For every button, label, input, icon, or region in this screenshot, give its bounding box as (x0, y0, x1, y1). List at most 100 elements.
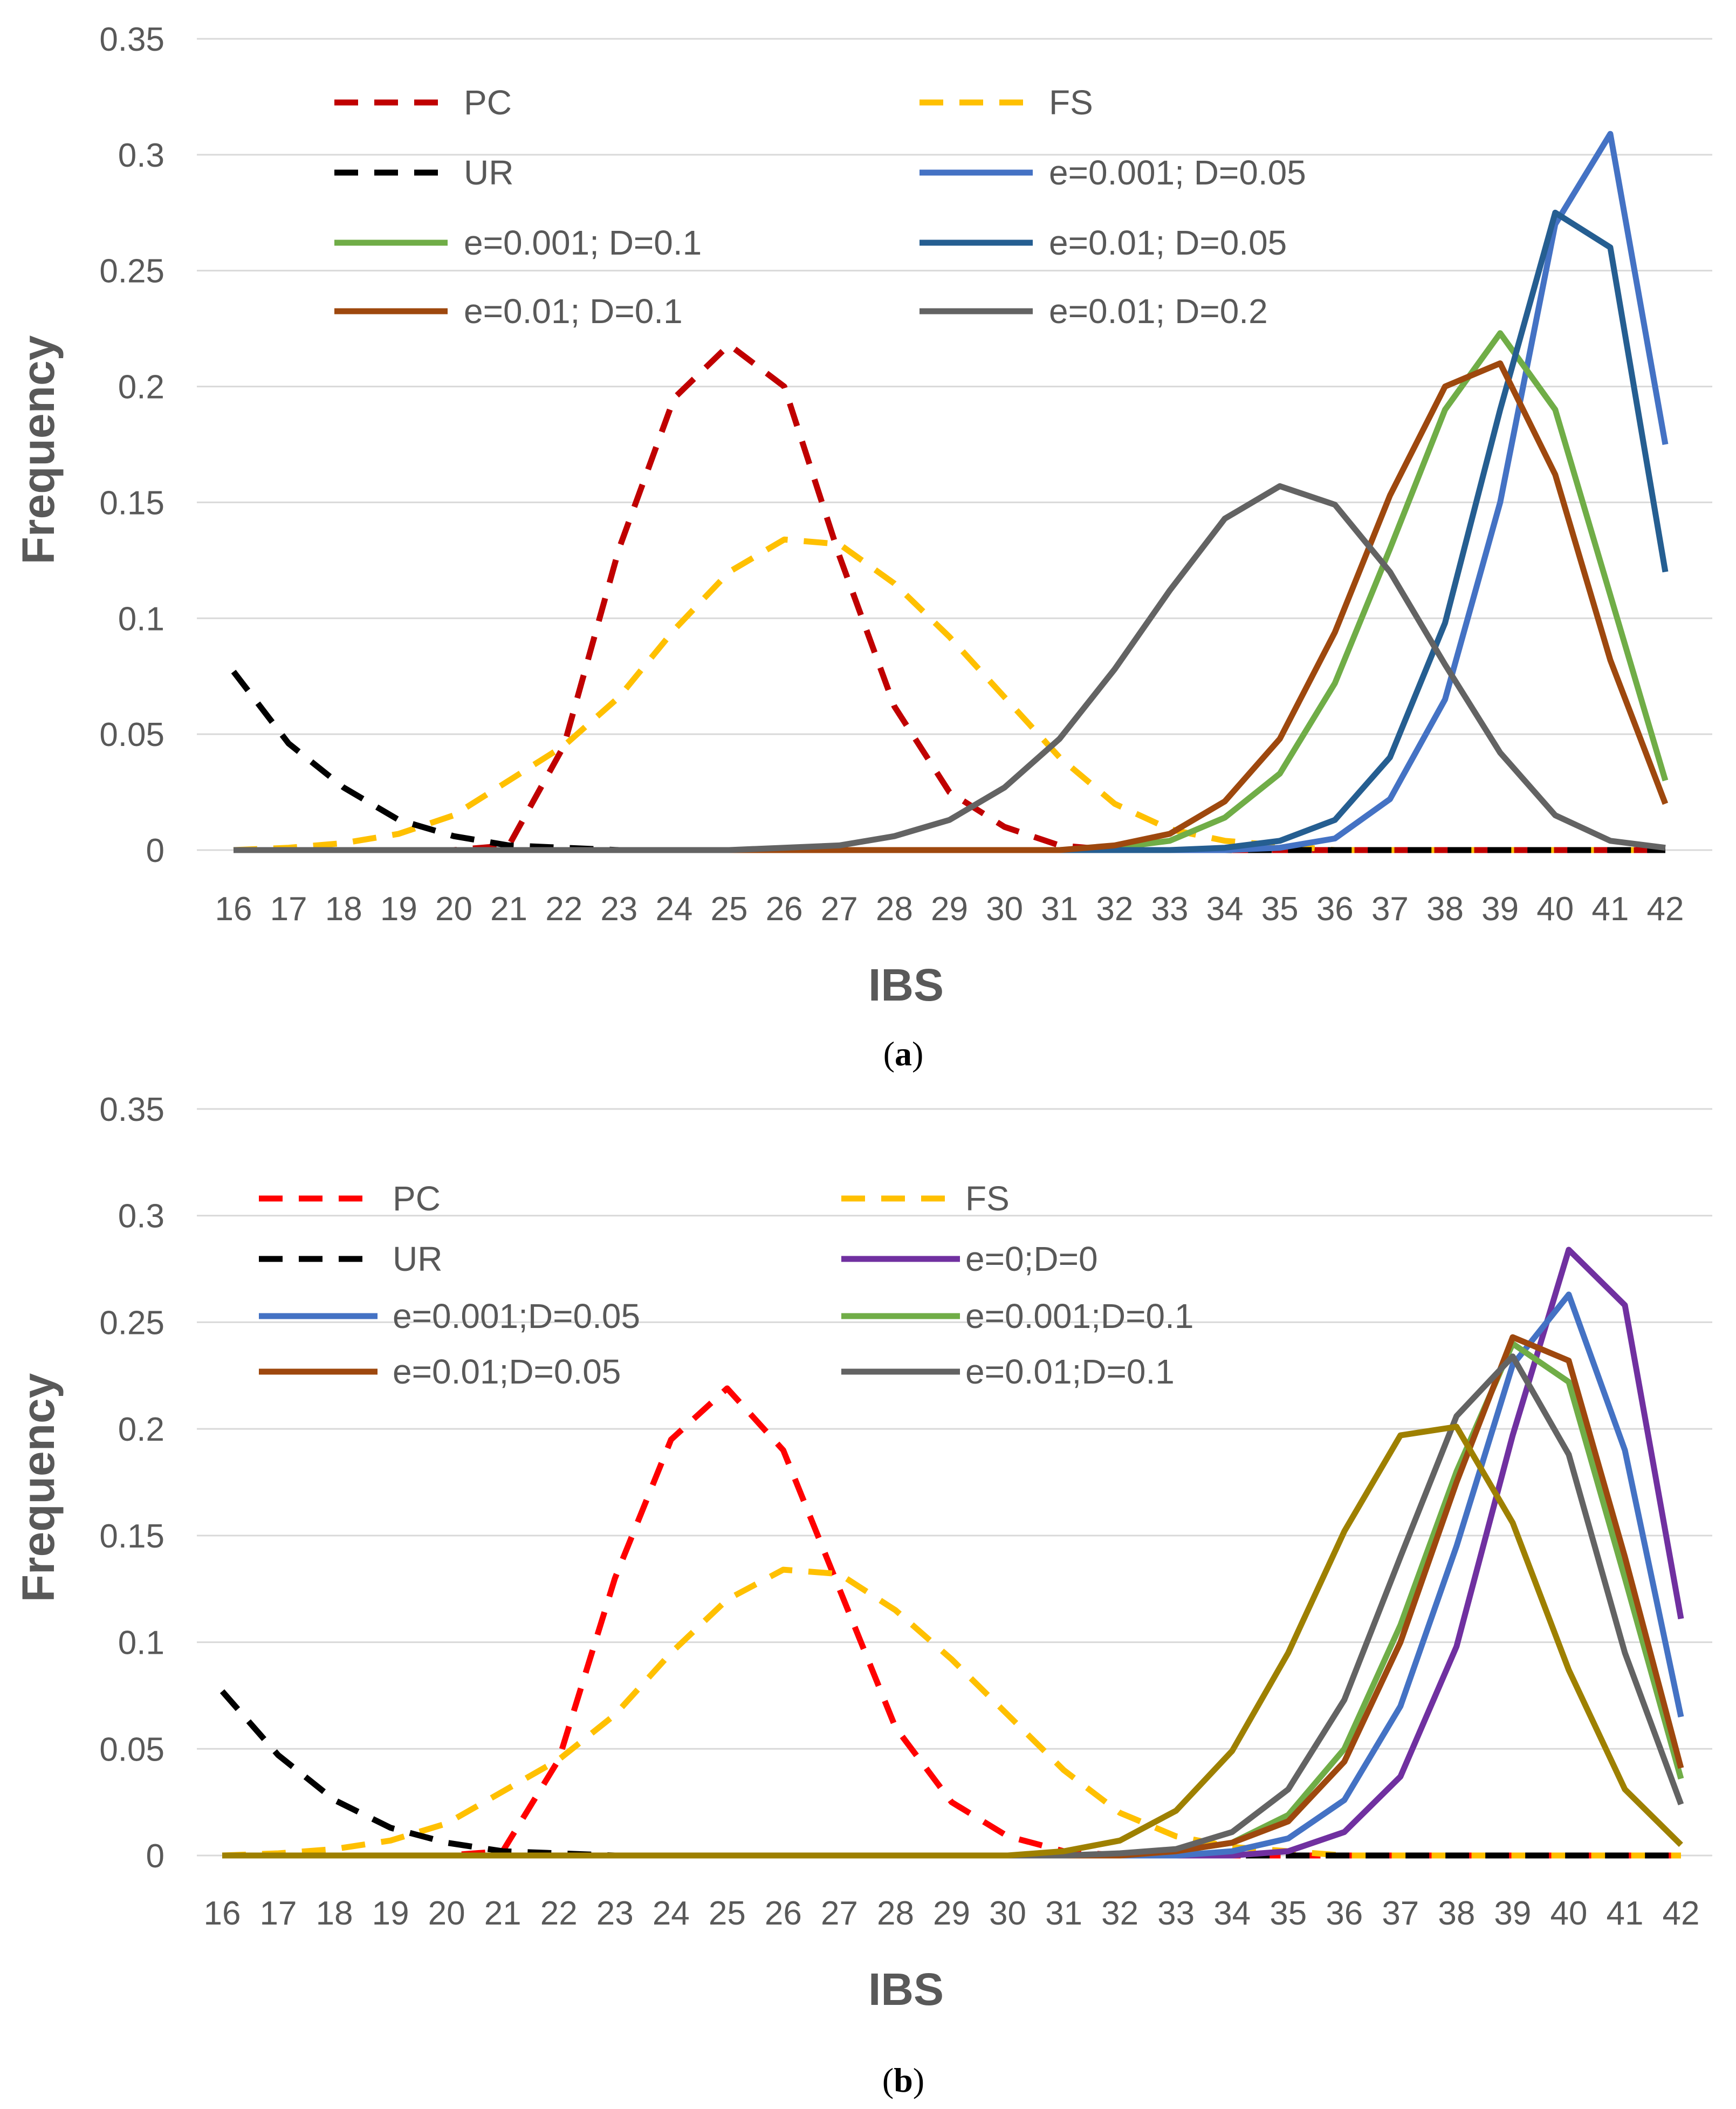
x-tick-label: 25 (711, 891, 748, 928)
y-tick-label: 0 (146, 1838, 164, 1875)
y-tick-label: 0.2 (118, 1411, 164, 1448)
x-tick-label: 32 (1101, 1895, 1138, 1932)
legend-label: e=0.01;D=0.05 (393, 1352, 621, 1391)
series-line-fs (222, 1566, 1681, 1859)
series-line-fs (233, 536, 1665, 853)
x-tick-label: 35 (1261, 891, 1299, 928)
x-tick-label: 38 (1438, 1895, 1475, 1932)
x-tick-label: 20 (428, 1895, 465, 1932)
y-tick-label: 0.05 (99, 716, 164, 754)
x-tick-label: 40 (1536, 891, 1574, 928)
x-tick-label: 24 (653, 1895, 690, 1932)
x-tick-label: 34 (1213, 1895, 1251, 1932)
x-tick-label: 25 (709, 1895, 746, 1932)
x-tick-label: 33 (1151, 891, 1188, 928)
x-tick-label: 27 (821, 891, 858, 928)
x-tick-label: 38 (1426, 891, 1464, 928)
x-tick-label: 17 (270, 891, 307, 928)
x-tick-label: 24 (655, 891, 692, 928)
x-tick-label: 31 (1041, 891, 1078, 928)
x-tick-label: 26 (765, 1895, 802, 1932)
x-tick-label: 39 (1494, 1895, 1531, 1932)
x-tick-label: 37 (1382, 1895, 1419, 1932)
x-tick-label: 21 (484, 1895, 522, 1932)
x-axis-title: IBS (868, 1964, 944, 2015)
legend-label: UR (464, 153, 513, 192)
x-tick-label: 18 (316, 1895, 353, 1932)
x-tick-label: 40 (1550, 1895, 1587, 1932)
x-tick-label: 29 (931, 891, 968, 928)
legend-label: PC (393, 1179, 441, 1218)
legend-label: PC (464, 83, 512, 122)
panel-caption: (b) (882, 2061, 924, 2099)
x-tick-label: 20 (435, 891, 472, 928)
legend-label: e=0.01; D=0.2 (1049, 292, 1268, 331)
x-tick-label: 17 (260, 1895, 297, 1932)
y-tick-label: 0.15 (99, 484, 164, 522)
y-tick-label: 0.25 (99, 1304, 164, 1341)
legend-label: e=0.001; D=0.1 (464, 223, 702, 262)
x-tick-label: 33 (1157, 1895, 1195, 1932)
x-tick-label: 42 (1663, 1895, 1700, 1932)
series-line-e-0-d-0 (222, 1247, 1684, 1859)
x-tick-label: 34 (1206, 891, 1244, 928)
y-tick-label: 0.2 (118, 369, 164, 406)
x-tick-label: 41 (1591, 891, 1629, 928)
y-axis-title: Frequency (13, 1373, 64, 1602)
x-tick-label: 31 (1045, 1895, 1082, 1932)
x-tick-label: 41 (1606, 1895, 1643, 1932)
x-tick-label: 21 (490, 891, 527, 928)
x-tick-label: 26 (766, 891, 803, 928)
legend-label: e=0;D=0 (965, 1240, 1098, 1278)
series-line-e-0-01-d-0-05 (222, 1334, 1684, 1859)
y-tick-label: 0 (146, 832, 164, 869)
y-tick-label: 0.15 (99, 1518, 164, 1555)
x-tick-label: 16 (204, 1895, 241, 1932)
y-axis-title: Frequency (13, 335, 64, 564)
y-tick-label: 0.1 (118, 600, 164, 638)
y-tick-label: 0.25 (99, 253, 164, 290)
legend-label: FS (1049, 83, 1093, 122)
x-tick-label: 29 (933, 1895, 970, 1932)
legend-label: UR (393, 1240, 442, 1278)
y-tick-label: 0.35 (99, 1091, 164, 1128)
x-tick-label: 39 (1481, 891, 1519, 928)
series-line-unlabeled (222, 1423, 1683, 1859)
chart-panel-a: 0 0.05 0.1 0.15 0.2 0.25 0.3 0.35 16 17 18 19 20 21 22… (13, 21, 1712, 1073)
x-tick-label: 28 (876, 891, 913, 928)
legend-label: e=0.001; D=0.05 (1049, 153, 1306, 192)
x-tick-label: 23 (596, 1895, 634, 1932)
x-tick-label: 32 (1096, 891, 1133, 928)
legend-label: e=0.001;D=0.05 (393, 1297, 640, 1336)
x-tick-label: 36 (1326, 1895, 1363, 1932)
x-tick-label: 36 (1316, 891, 1354, 928)
series-line-pc (234, 341, 1665, 853)
chart-panel-b: 0 0.05 0.1 0.15 0.2 0.25 0.3 0.35 16 17 18 19 20 21 22… (13, 1091, 1712, 2099)
x-tick-label: 16 (215, 891, 252, 928)
x-axis-title: IBS (868, 960, 944, 1010)
y-tick-label: 0.35 (99, 21, 164, 58)
x-tick-label: 18 (325, 891, 362, 928)
x-tick-label: 37 (1371, 891, 1409, 928)
x-tick-label: 35 (1270, 1895, 1307, 1932)
y-tick-label: 0.3 (118, 1198, 164, 1235)
series-line-e-0-001-d-0-1 (222, 1340, 1684, 1859)
x-tick-label: 19 (380, 891, 417, 928)
series-line-ur (231, 669, 1665, 853)
y-tick-label: 0.05 (99, 1731, 164, 1768)
y-tick-label: 0.1 (118, 1625, 164, 1662)
x-tick-label: 27 (821, 1895, 858, 1932)
x-tick-label: 30 (989, 1895, 1026, 1932)
x-tick-label: 30 (986, 891, 1023, 928)
legend-label: e=0.01; D=0.1 (464, 292, 683, 331)
x-tick-label: 19 (372, 1895, 409, 1932)
legend-label: e=0.01;D=0.1 (965, 1352, 1175, 1391)
legend-label: FS (965, 1179, 1010, 1218)
series-line-ur (219, 1689, 1681, 1859)
x-tick-label: 42 (1647, 891, 1684, 928)
x-tick-label: 22 (545, 891, 582, 928)
legend-label: e=0.01; D=0.05 (1049, 223, 1287, 262)
panel-caption: (a) (883, 1035, 924, 1073)
series-line-e-0-01-d-0-2 (234, 483, 1666, 853)
